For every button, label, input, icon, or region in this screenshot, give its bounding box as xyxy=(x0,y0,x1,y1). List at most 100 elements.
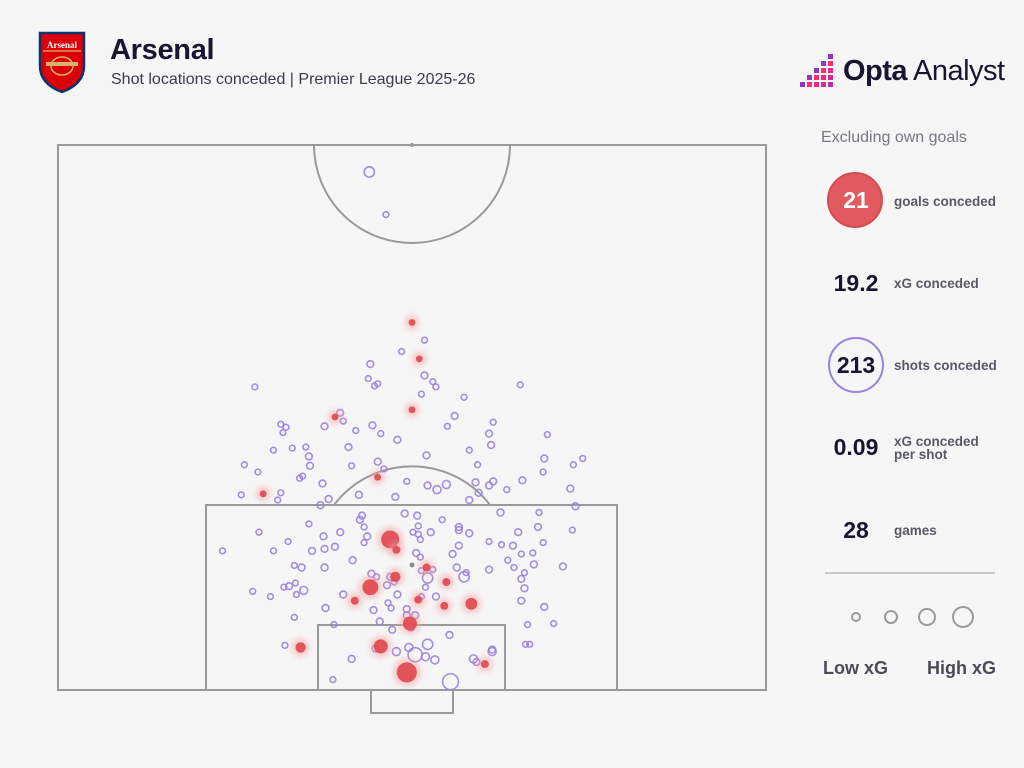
shots-badge xyxy=(828,337,884,393)
shot-marker xyxy=(445,630,454,640)
shot-marker xyxy=(539,468,547,476)
shot-marker xyxy=(517,550,526,558)
opta-pixel xyxy=(828,82,833,87)
shot-marker xyxy=(432,484,442,495)
shot-marker xyxy=(465,446,473,454)
shot-marker xyxy=(411,548,421,558)
goal-marker xyxy=(390,571,401,582)
centre-circle xyxy=(313,144,511,244)
shot-marker xyxy=(496,508,505,517)
shot-marker xyxy=(485,537,493,546)
shot-marker xyxy=(558,562,568,571)
goal-marker xyxy=(465,597,478,610)
shot-marker xyxy=(368,421,377,430)
penalty-arc xyxy=(333,465,491,506)
shot-marker xyxy=(460,393,468,401)
excluding-own-goals-note: Excluding own goals xyxy=(821,129,967,146)
xg-label: xG conceded xyxy=(894,276,979,291)
shot-marker xyxy=(237,491,245,499)
shot-marker xyxy=(471,478,480,487)
goal-marker xyxy=(374,473,382,481)
shot-marker xyxy=(354,490,364,500)
shot-marker xyxy=(290,561,299,570)
shot-marker xyxy=(284,537,292,546)
shot-marker xyxy=(403,477,411,486)
shot-marker xyxy=(292,590,301,599)
shot-marker xyxy=(474,488,483,497)
legend-circle-3 xyxy=(918,608,936,626)
goal-marker xyxy=(373,639,388,654)
shot-marker xyxy=(291,579,300,587)
shot-marker xyxy=(335,528,345,537)
opta-pixel xyxy=(807,82,812,87)
goal-marker xyxy=(408,406,416,414)
centre-spot xyxy=(410,143,414,147)
opta-pixel xyxy=(821,68,826,73)
goal-marker xyxy=(350,596,359,605)
shot-marker xyxy=(357,511,367,520)
shot-marker xyxy=(504,556,512,564)
page-title: Arsenal xyxy=(110,34,215,66)
goals-value: 21 xyxy=(843,187,869,213)
xg-per-shot-label-1: xG conceded xyxy=(894,434,979,449)
shot-marker xyxy=(384,599,392,607)
legend-circle-4 xyxy=(952,606,974,628)
shot-marker xyxy=(452,563,461,572)
goals-label: goals conceded xyxy=(894,194,997,209)
opta-pixel xyxy=(821,75,826,80)
goal-marker xyxy=(480,660,489,669)
opta-analyst-logo: Opta Analyst xyxy=(843,55,1005,88)
goal-marker xyxy=(442,578,451,587)
shot-marker xyxy=(347,462,356,470)
shot-marker xyxy=(520,584,529,593)
shot-marker xyxy=(363,166,376,178)
goal-marker xyxy=(408,319,416,326)
shot-marker xyxy=(413,511,422,520)
shot-marker xyxy=(533,522,543,532)
shot-marker xyxy=(290,613,299,622)
shot-marker xyxy=(489,477,498,486)
shot-marker xyxy=(473,461,482,469)
shot-marker xyxy=(421,638,434,651)
shot-marker xyxy=(517,596,526,605)
xg-size-legend xyxy=(851,606,974,628)
shot-marker xyxy=(281,641,289,650)
goal-marker xyxy=(402,616,417,631)
shot-marker xyxy=(348,556,357,565)
shot-marker xyxy=(352,426,360,435)
games-label: games xyxy=(894,523,937,538)
crest-text: Arsenal xyxy=(47,40,77,50)
pitch-outline xyxy=(57,144,767,691)
goal-marker xyxy=(396,662,417,683)
shot-marker xyxy=(298,472,307,480)
shot-marker xyxy=(320,563,329,572)
goal-marker xyxy=(362,579,379,596)
shot-marker xyxy=(549,619,558,628)
shot-marker xyxy=(279,428,287,437)
shot-marker xyxy=(465,529,474,538)
shot-marker xyxy=(321,603,330,613)
goal-marker xyxy=(295,642,306,653)
shot-marker xyxy=(426,528,435,537)
goal-marker xyxy=(414,595,423,604)
shot-marker xyxy=(329,675,337,684)
shot-marker xyxy=(422,451,431,460)
goal xyxy=(370,689,454,714)
goals-layer xyxy=(255,315,493,687)
shot-marker xyxy=(454,525,464,535)
shot-marker xyxy=(305,461,315,470)
shot-marker xyxy=(450,411,459,421)
legend-circle-1 xyxy=(851,612,861,622)
shot-marker xyxy=(465,495,474,505)
shot-marker xyxy=(373,380,382,388)
shot-marker xyxy=(462,569,470,577)
shot-marker xyxy=(320,422,329,431)
shot-marker xyxy=(487,646,497,657)
shot-marker xyxy=(339,590,348,599)
shot-marker xyxy=(360,523,368,531)
shot-marker xyxy=(571,502,580,511)
shot-marker xyxy=(277,489,285,497)
shot-marker xyxy=(298,585,309,596)
xg-per-shot-value: 0.09 xyxy=(833,434,879,460)
shot-marker xyxy=(277,420,285,428)
